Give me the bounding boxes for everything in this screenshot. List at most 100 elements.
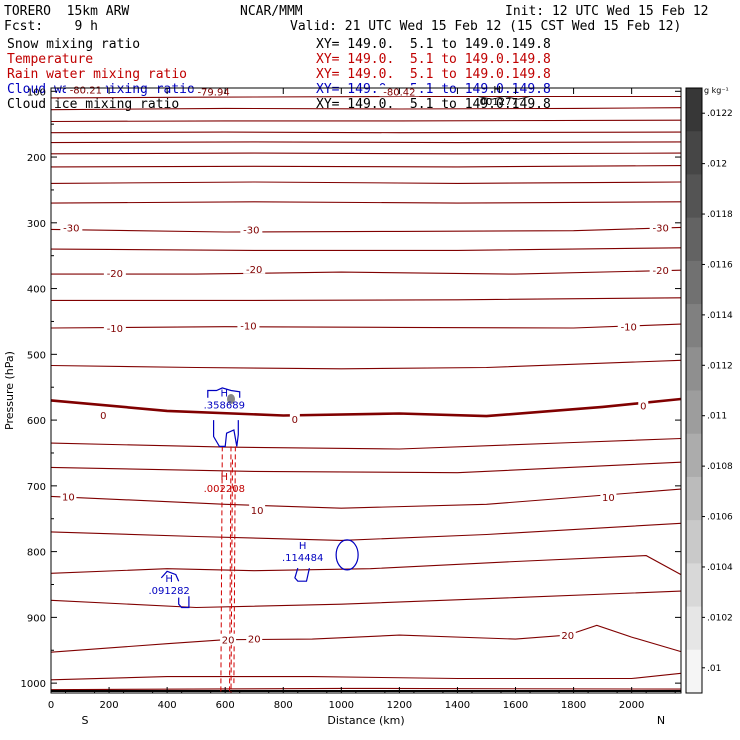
colorbar-tick-label: .0114 [707, 311, 733, 321]
isotherm-line [50, 226, 682, 233]
label-bg [60, 490, 77, 502]
isotherm-label: -80.21 [70, 85, 102, 96]
label-bg [237, 319, 260, 331]
x-tick-label: 1400 [445, 700, 470, 711]
colorbar-tick-label: .0122 [707, 109, 733, 119]
rain-shaft-line [233, 446, 236, 684]
x-tick-label: 1600 [503, 700, 528, 711]
field-name-rain: Rain water mixing ratio [7, 67, 188, 82]
isotherm-line [50, 555, 682, 576]
colorbar-tick-label: .0116 [707, 260, 733, 270]
y-tick-label: 200 [27, 153, 46, 164]
label-bg [98, 408, 109, 420]
colorbar-segment [686, 390, 702, 435]
x-tick-label: 1200 [387, 700, 412, 711]
cloud-water-contour [335, 539, 359, 571]
label-bg [638, 399, 649, 411]
rain-water-max-h: H [221, 472, 229, 483]
colorbar-segment [686, 260, 702, 305]
colorbar-tick-label: .0102 [707, 613, 733, 623]
label-bg [289, 412, 300, 424]
label-bg [103, 322, 126, 334]
isotherm-line [50, 488, 682, 509]
colorbar-segment [686, 304, 702, 348]
cloud-water-max-h: H [299, 541, 307, 552]
colorbar-tick-label: .0108 [707, 462, 733, 472]
colorbar-frame [685, 87, 703, 694]
colorbar-tick-label: .0112 [707, 361, 733, 371]
isotherm-label: 10 [251, 506, 264, 517]
isotherm-label: -30 [243, 225, 259, 236]
y-tick-label: 500 [27, 350, 46, 361]
colorbar-tick-label: .0104 [707, 563, 733, 573]
y-tick-label: 800 [27, 548, 46, 559]
label-bg [193, 85, 234, 97]
isotherm-label: 0 [100, 411, 106, 422]
colorbar-unit: g kg⁻¹ [704, 86, 729, 95]
cloud-water-max-value: .114484 [282, 553, 323, 564]
x-tick-label: 200 [100, 700, 119, 711]
isotherm-line [50, 152, 682, 155]
snow-maximum-blob [227, 394, 235, 405]
colorbar-segment [686, 174, 702, 219]
x-tick-label: 400 [158, 700, 177, 711]
x-tick-label: 800 [274, 700, 293, 711]
cloud-ice-max-h: H [493, 85, 501, 96]
isotherm-line [50, 95, 681, 99]
label-bg [600, 491, 617, 503]
label-bg [240, 223, 263, 235]
x-tick-label: 1800 [561, 700, 586, 711]
colorbar-tick-label: .0118 [707, 210, 733, 220]
y-tick-label: 100 [27, 87, 46, 98]
rain-shaft-line [220, 446, 223, 694]
isotherm-label: -10 [621, 323, 637, 334]
colorbar-segment [686, 433, 702, 478]
y-tick-label: 1000 [21, 679, 46, 690]
contour-labels: -80.21 -79.94 -80.42-30 -30 -30-20 -20 -20-10-… [60, 83, 672, 647]
isotherm-line [50, 141, 682, 144]
colorbar-segment [686, 217, 702, 262]
isotherm-label: 0 [292, 415, 298, 426]
isotherm-line [50, 624, 682, 653]
label-bg [60, 221, 83, 233]
label-bg [243, 262, 266, 274]
isotherm-label: 20 [222, 636, 235, 647]
plot-frame [50, 87, 682, 694]
cloud-water-max-value: .091282 [148, 586, 189, 597]
cloud-water-contour [294, 567, 310, 582]
colorbar-tick-label: .01 [707, 664, 721, 674]
isotherm-line [51, 269, 682, 275]
isotherm-line [50, 522, 682, 541]
label-bg [220, 633, 237, 645]
isotherm-line [50, 201, 682, 204]
field-xy-rain: XY= 149.0. 5.1 to 149.0.149.8 [316, 67, 551, 82]
cloud-ice-contour [477, 96, 531, 100]
valid-time: Valid: 21 UTC Wed 15 Feb 12 (15 CST Wed … [290, 19, 682, 34]
label-bg [65, 83, 106, 95]
field-xy-cloud-ice: XY= 149.0. 5.1 to 149.0.149.8 [316, 97, 551, 112]
field-name-snow: Snow mixing ratio [7, 37, 141, 52]
rain-shaft-line [229, 446, 232, 694]
isotherm-line [50, 165, 682, 168]
isotherm-line [50, 687, 682, 691]
axes: 0 200 400 600 800 1000 1200 1400 1600 1800 2000100… [3, 87, 682, 727]
forecast-hour: Fcst: 9 h [4, 19, 98, 34]
isotherm-label: 0 [640, 402, 646, 413]
rain-water-max-value: .002208 [204, 484, 245, 495]
y-axis-label: Pressure (hPa) [3, 351, 16, 430]
isotherm-line [50, 119, 682, 123]
isotherm-label: 10 [62, 492, 75, 503]
colorbar-segment [686, 606, 702, 651]
isotherm-label: -10 [240, 321, 256, 332]
colorbar-segment [686, 131, 702, 175]
colorbar-tick-label: .011 [707, 412, 727, 422]
x-tick-label: 2000 [619, 700, 644, 711]
isotherm-line [50, 247, 682, 251]
isotherm-label: -30 [63, 223, 79, 234]
isotherm-line [50, 359, 682, 370]
cloud-water-max-value: .358689 [204, 401, 245, 412]
isotherm-line [50, 672, 682, 681]
colorbar-tick-label: .012 [707, 160, 727, 170]
isotherm-label: -10 [107, 324, 123, 335]
